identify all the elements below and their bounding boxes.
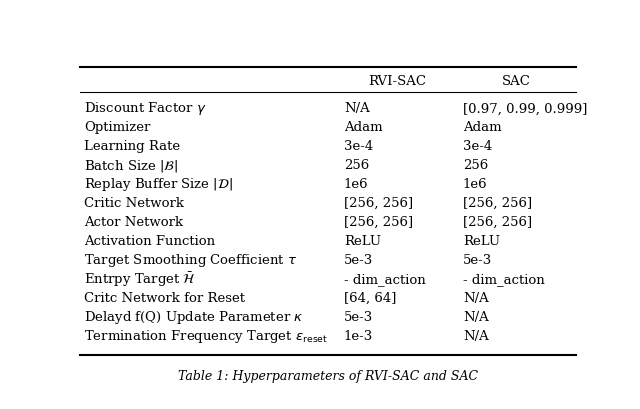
Text: Entrpy Target $\bar{\mathcal{H}}$: Entrpy Target $\bar{\mathcal{H}}$	[84, 270, 196, 288]
Text: Critic Network: Critic Network	[84, 197, 184, 209]
Text: ReLU: ReLU	[463, 234, 500, 247]
Text: 256: 256	[344, 159, 369, 172]
Text: Discount Factor $\gamma$: Discount Factor $\gamma$	[84, 100, 207, 117]
Text: 1e6: 1e6	[463, 178, 488, 191]
Text: N/A: N/A	[463, 310, 489, 323]
Text: N/A: N/A	[344, 102, 370, 115]
Text: 5e-3: 5e-3	[344, 253, 373, 266]
Text: Learning Rate: Learning Rate	[84, 140, 180, 153]
Text: Replay Buffer Size $|\mathcal{D}|$: Replay Buffer Size $|\mathcal{D}|$	[84, 176, 233, 193]
Text: - dim_action: - dim_action	[463, 272, 545, 285]
Text: Adam: Adam	[344, 121, 383, 134]
Text: Termination Frequency Target $\epsilon_{\mathrm{reset}}$: Termination Frequency Target $\epsilon_{…	[84, 327, 328, 344]
Text: 5e-3: 5e-3	[463, 253, 492, 266]
Text: Optimizer: Optimizer	[84, 121, 150, 134]
Text: N/A: N/A	[463, 291, 489, 304]
Text: [256, 256]: [256, 256]	[463, 197, 532, 209]
Text: [0.97, 0.99, 0.999]: [0.97, 0.99, 0.999]	[463, 102, 588, 115]
Text: [256, 256]: [256, 256]	[463, 216, 532, 229]
Text: 5e-3: 5e-3	[344, 310, 373, 323]
Text: ReLU: ReLU	[344, 234, 381, 247]
Text: Adam: Adam	[463, 121, 502, 134]
Text: [256, 256]: [256, 256]	[344, 216, 413, 229]
Text: Target Smoothing Coefficient $\tau$: Target Smoothing Coefficient $\tau$	[84, 251, 298, 268]
Text: 1e6: 1e6	[344, 178, 369, 191]
Text: Table 1: Hyperparameters of RVI-SAC and SAC: Table 1: Hyperparameters of RVI-SAC and …	[178, 369, 478, 382]
Text: SAC: SAC	[502, 75, 531, 88]
Text: Delayd f(Q) Update Parameter $\kappa$: Delayd f(Q) Update Parameter $\kappa$	[84, 308, 303, 325]
Text: Actor Network: Actor Network	[84, 216, 183, 229]
Text: RVI-SAC: RVI-SAC	[369, 75, 426, 88]
Text: 3e-4: 3e-4	[344, 140, 373, 153]
Text: 256: 256	[463, 159, 488, 172]
Text: Activation Function: Activation Function	[84, 234, 215, 247]
Text: N/A: N/A	[463, 329, 489, 342]
Text: - dim_action: - dim_action	[344, 272, 426, 285]
Text: [256, 256]: [256, 256]	[344, 197, 413, 209]
Text: 1e-3: 1e-3	[344, 329, 373, 342]
Text: 3e-4: 3e-4	[463, 140, 492, 153]
Text: Critc Network for Reset: Critc Network for Reset	[84, 291, 245, 304]
Text: Batch Size $|\mathcal{B}|$: Batch Size $|\mathcal{B}|$	[84, 157, 179, 173]
Text: [64, 64]: [64, 64]	[344, 291, 396, 304]
